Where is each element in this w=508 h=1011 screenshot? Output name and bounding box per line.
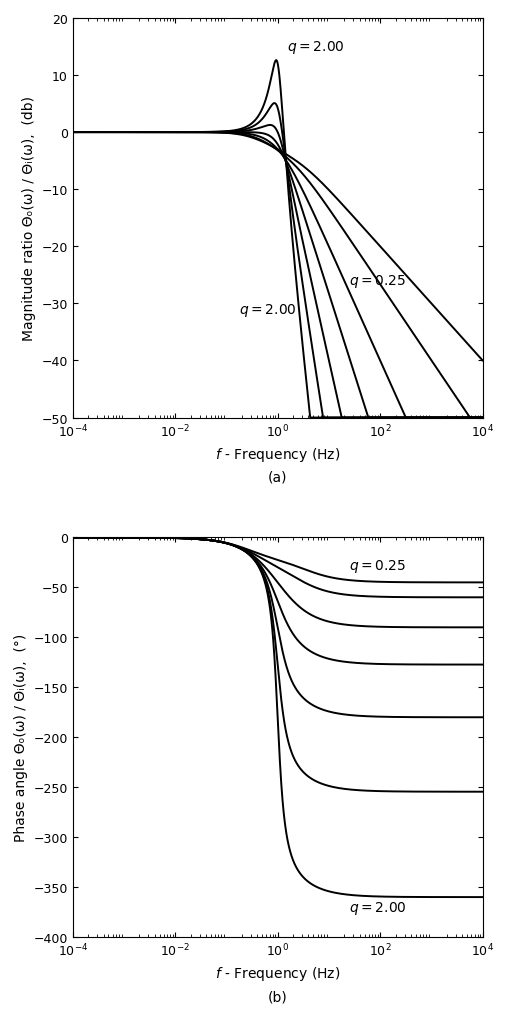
Text: $q = 2.00$: $q = 2.00$: [239, 301, 297, 318]
Text: $q = 2.00$: $q = 2.00$: [350, 899, 407, 916]
Text: (b): (b): [268, 989, 288, 1003]
Y-axis label: Magnitude ratio Θₒ(ω) / Θᵢ(ω),  (db): Magnitude ratio Θₒ(ω) / Θᵢ(ω), (db): [22, 96, 36, 341]
Y-axis label: Phase angle Θₒ(ω) / Θᵢ(ω),  (°): Phase angle Θₒ(ω) / Θᵢ(ω), (°): [14, 634, 28, 841]
Text: (a): (a): [268, 470, 288, 484]
X-axis label: $f$ - Frequency (Hz): $f$ - Frequency (Hz): [215, 964, 340, 982]
X-axis label: $f$ - Frequency (Hz): $f$ - Frequency (Hz): [215, 445, 340, 463]
Text: $q = 0.25$: $q = 0.25$: [350, 273, 406, 290]
Text: $q = 0.25$: $q = 0.25$: [350, 557, 406, 574]
Text: $q = 2.00$: $q = 2.00$: [287, 39, 344, 56]
